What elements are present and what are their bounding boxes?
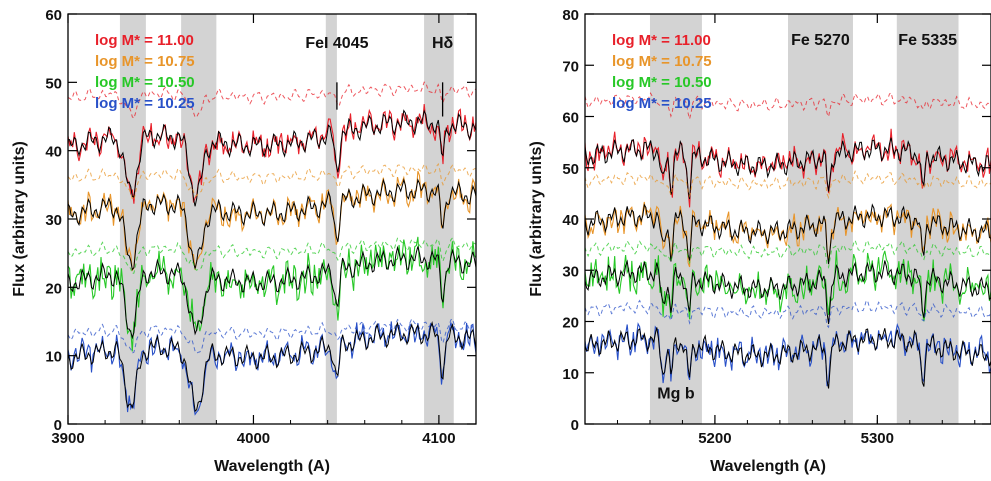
shaded-band-3 bbox=[424, 14, 454, 424]
line-annotation-2: Mg b bbox=[657, 385, 695, 402]
series-dashed-0 bbox=[585, 92, 991, 120]
x-tick-label-0: 3900 bbox=[51, 430, 84, 447]
series-dashed-0 bbox=[68, 81, 476, 120]
y-tick-label-4: 40 bbox=[562, 212, 579, 229]
left-spectrum-panel: 3900 4000 4100 0 10 20 30 40 50 60 Wavelength (A) F… bbox=[11, 7, 477, 475]
series-observed-2 bbox=[585, 250, 991, 322]
series-model-1 bbox=[585, 203, 991, 265]
series-dashed-2 bbox=[585, 239, 991, 269]
x-tick-label-2: 4100 bbox=[422, 430, 455, 447]
y-tick-label-1: 10 bbox=[45, 349, 62, 366]
y-tick-label-2: 20 bbox=[562, 315, 579, 332]
line-annotation-0: Fe 5270 bbox=[791, 32, 850, 49]
y-axis-label: Flux (arbitrary units) bbox=[11, 141, 28, 297]
x-axis-label: Wavelength (A) bbox=[710, 458, 826, 475]
x-tick-label-1: 4000 bbox=[237, 430, 270, 447]
y-tick-label-3: 30 bbox=[562, 263, 579, 280]
y-tick-label-5: 50 bbox=[562, 161, 579, 178]
shaded-band-1 bbox=[788, 14, 853, 424]
series-model-2 bbox=[68, 245, 476, 340]
x-tick-label-1: 5300 bbox=[861, 430, 894, 447]
y-tick-label-6: 60 bbox=[45, 7, 62, 24]
y-tick-label-7: 70 bbox=[562, 58, 579, 75]
shaded-band-2 bbox=[325, 14, 337, 424]
series-model-3 bbox=[68, 320, 476, 413]
series-dashed-1 bbox=[68, 162, 476, 201]
series-model-3 bbox=[585, 327, 991, 389]
series-model-0 bbox=[585, 137, 991, 199]
legend-entry-1: log M* = 10.75 bbox=[612, 53, 712, 70]
legend-entry-1: log M* = 10.75 bbox=[95, 53, 195, 70]
y-tick-label-0: 0 bbox=[571, 417, 579, 434]
y-tick-label-2: 20 bbox=[45, 280, 62, 297]
x-axis-label: Wavelength (A) bbox=[214, 458, 330, 475]
legend-entry-0: log M* = 11.00 bbox=[612, 32, 711, 49]
y-tick-label-6: 60 bbox=[562, 110, 579, 127]
legend-entry-3: log M* = 10.25 bbox=[95, 95, 195, 112]
series-model-2 bbox=[585, 259, 991, 325]
line-annotation-0: FeI 4045 bbox=[305, 35, 368, 52]
line-annotation-1: Fe 5335 bbox=[898, 32, 957, 49]
spectra-group bbox=[585, 92, 991, 389]
line-annotation-1: Hδ bbox=[432, 35, 454, 52]
series-dashed-3 bbox=[68, 317, 476, 354]
right-spectrum-panel: 5200 5300 0 10 20 30 40 50 60 70 80 Wavelength (A) F… bbox=[528, 7, 991, 475]
y-tick-label-0: 0 bbox=[54, 417, 62, 434]
series-dashed-3 bbox=[585, 299, 991, 329]
y-axis-label: Flux (arbitrary units) bbox=[528, 141, 545, 297]
series-dashed-1 bbox=[585, 170, 991, 200]
series-model-0 bbox=[68, 109, 476, 207]
series-model-1 bbox=[68, 178, 476, 271]
series-observed-3 bbox=[585, 322, 991, 387]
series-dashed-2 bbox=[68, 236, 476, 275]
y-tick-label-3: 30 bbox=[45, 212, 62, 229]
legend-entry-3: log M* = 10.25 bbox=[612, 95, 712, 112]
legend-entry-0: log M* = 11.00 bbox=[95, 32, 194, 49]
series-observed-1 bbox=[585, 201, 991, 268]
y-tick-label-1: 10 bbox=[562, 366, 579, 383]
x-tick-label-0: 5200 bbox=[698, 430, 731, 447]
y-tick-label-4: 40 bbox=[45, 144, 62, 161]
spectra-group bbox=[68, 81, 476, 416]
legend-entry-2: log M* = 10.50 bbox=[612, 74, 712, 91]
y-tick-label-8: 80 bbox=[562, 7, 579, 24]
y-tick-label-5: 50 bbox=[45, 75, 62, 92]
legend-entry-2: log M* = 10.50 bbox=[95, 74, 195, 91]
